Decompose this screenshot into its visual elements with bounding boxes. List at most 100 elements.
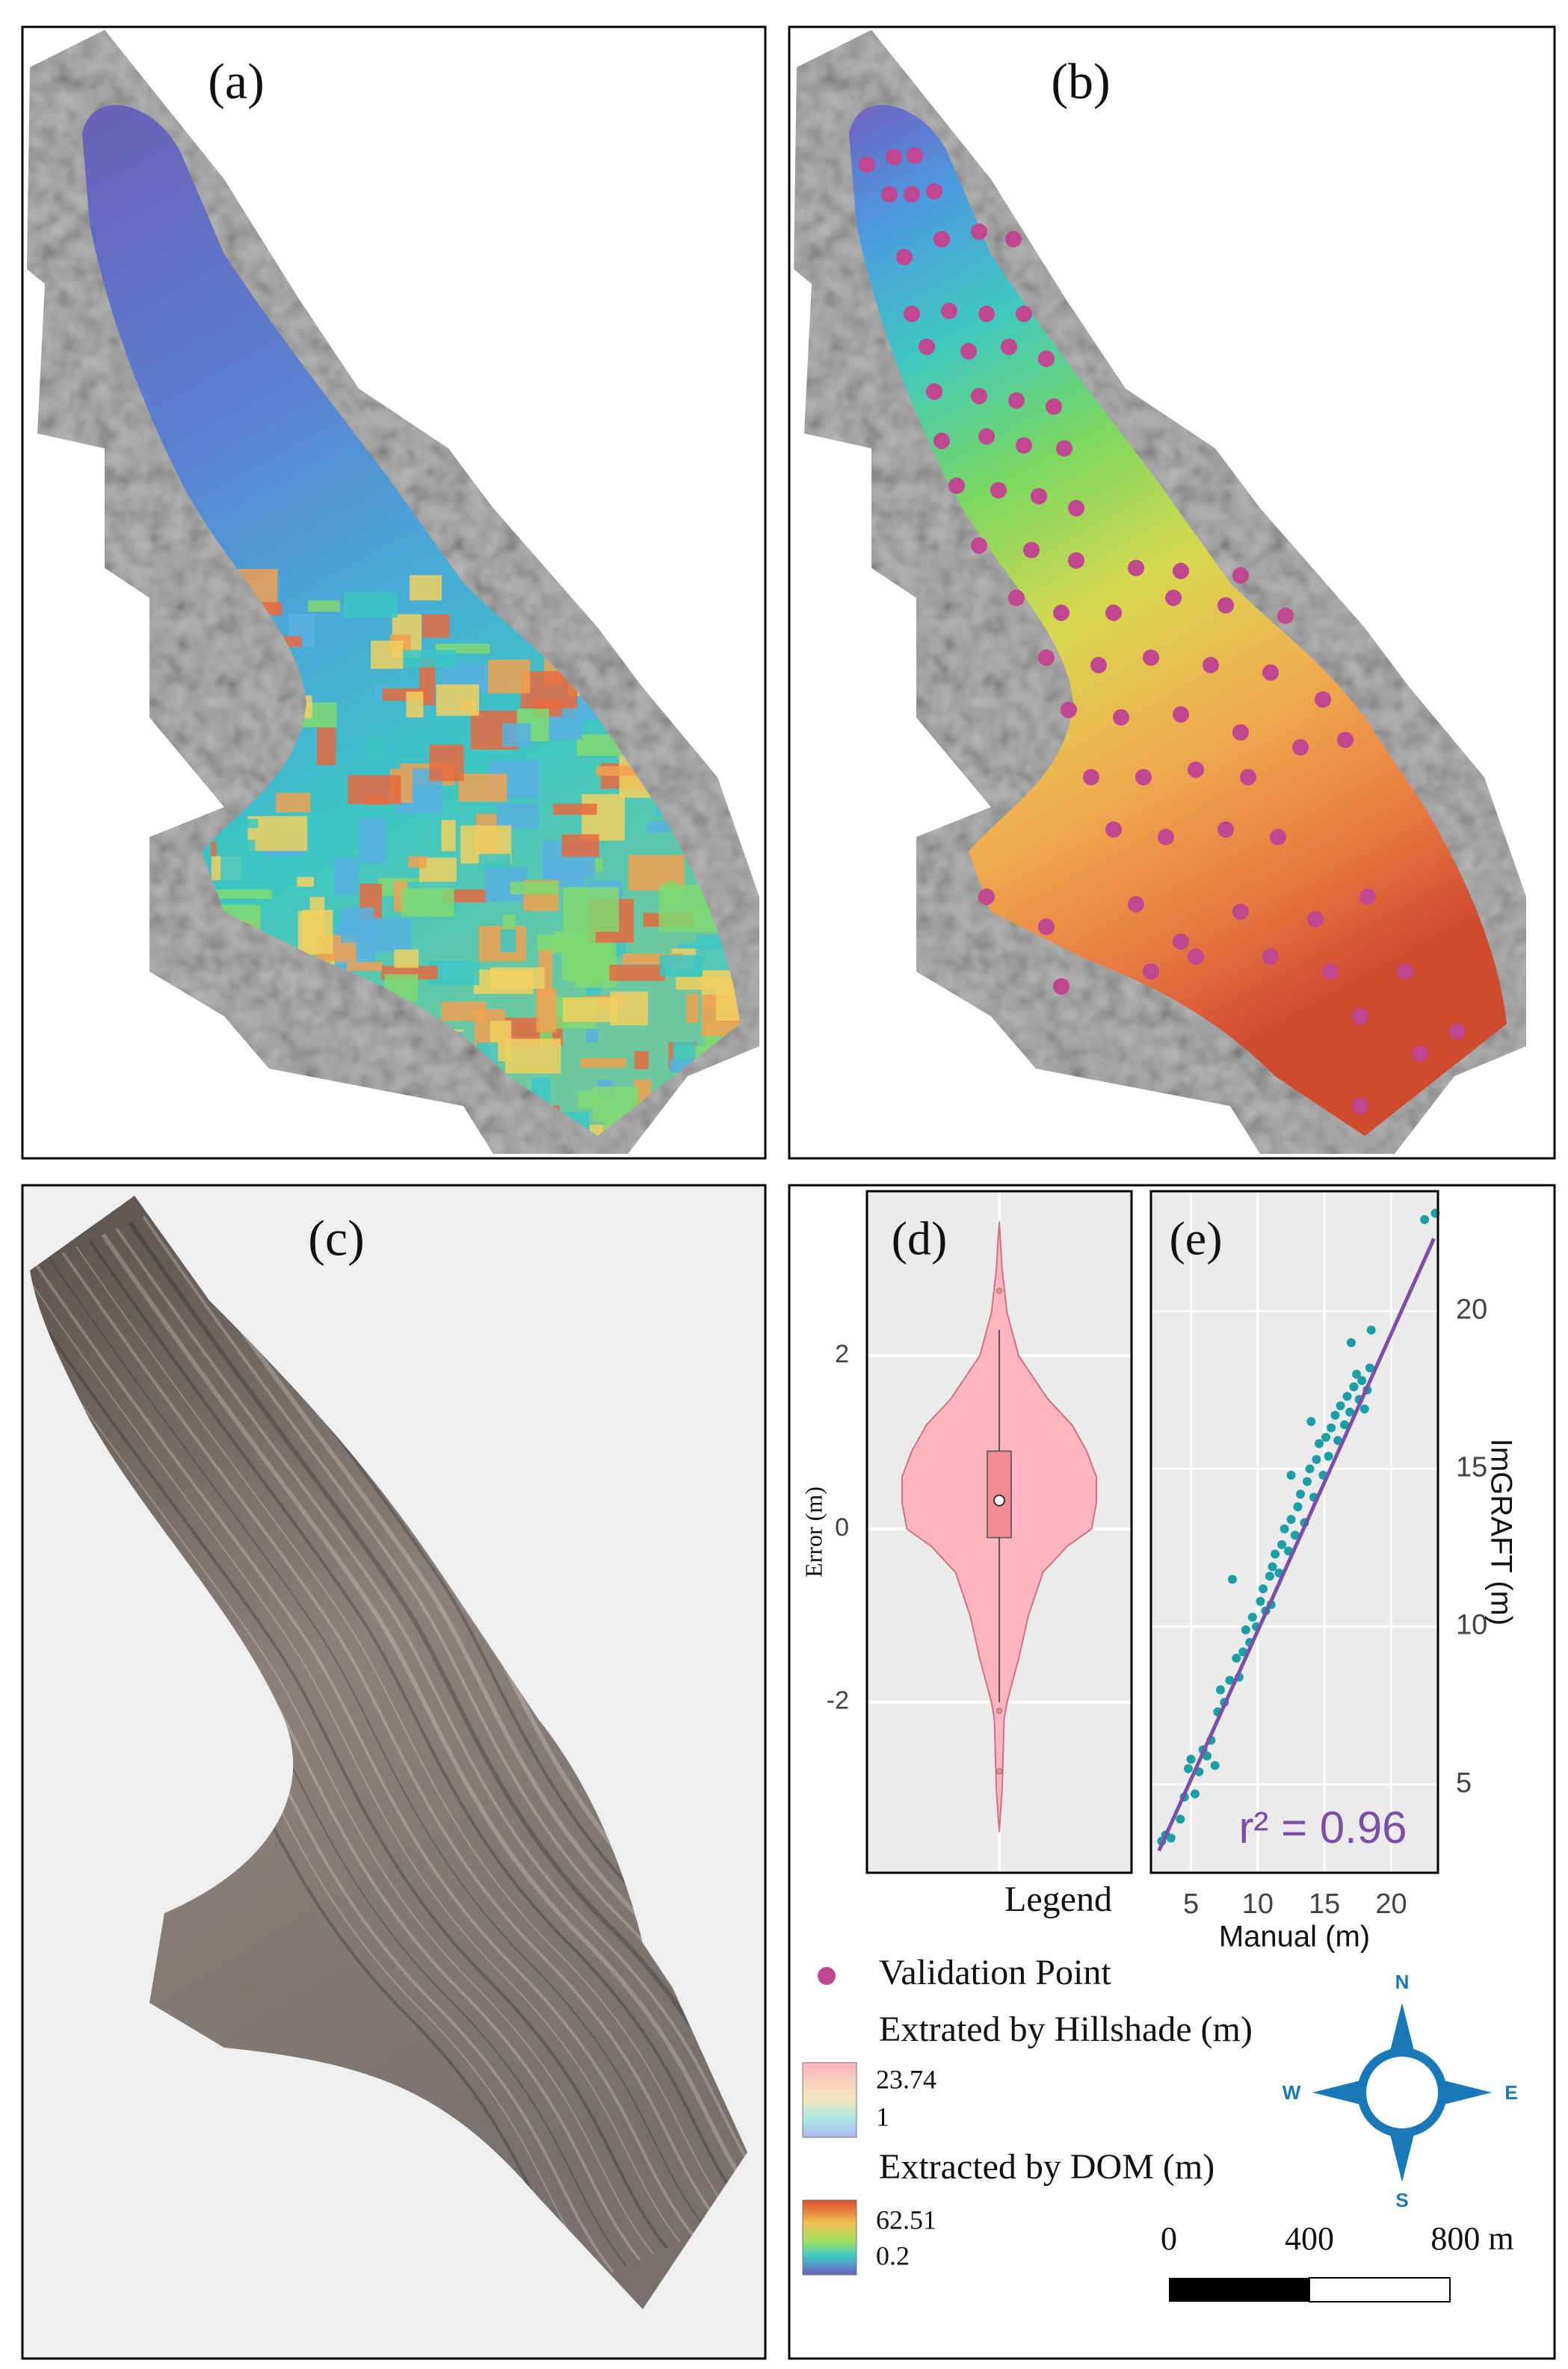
scale-label: 0	[1161, 2220, 1177, 2257]
validation-point	[904, 306, 920, 322]
validation-point	[1083, 769, 1099, 785]
outlier	[996, 1768, 1003, 1775]
validation-point	[990, 482, 1007, 498]
validation-point	[907, 147, 923, 164]
validation-point	[1061, 702, 1077, 718]
map-patch	[348, 775, 401, 804]
data-point	[1302, 1477, 1312, 1486]
legend-text: Extracted by DOM (m)	[879, 2147, 1214, 2187]
validation-point	[948, 478, 965, 494]
legend: Validation Point Extrated by Hillshade (…	[802, 1953, 1253, 2276]
flow-stripe	[30, 1270, 681, 2243]
legend-marker	[818, 1967, 836, 1985]
colorbar-label: 1	[876, 2101, 889, 2131]
data-point	[1265, 1572, 1274, 1581]
map-patch	[502, 723, 531, 747]
validation-point	[1173, 933, 1189, 950]
validation-point	[1412, 1045, 1428, 1062]
compass: N S W E	[1283, 1971, 1518, 2211]
map-patch	[646, 821, 670, 833]
data-point	[1365, 1363, 1374, 1373]
axis-label: Error (m)	[800, 1486, 827, 1578]
map-patch	[441, 1001, 487, 1022]
map-patch	[609, 965, 665, 981]
validation-point	[1217, 821, 1234, 838]
map-patch	[369, 918, 411, 952]
y-tick-label: 5	[1456, 1767, 1472, 1799]
map-patch	[580, 1057, 626, 1068]
data-point	[1306, 1417, 1316, 1427]
map-patch	[478, 853, 511, 869]
validation-point	[1005, 231, 1022, 247]
map-patch	[562, 997, 617, 1022]
y-tick-label: 15	[1456, 1452, 1487, 1483]
flow-stripe	[115, 1227, 747, 2202]
colorbar-label: 0.2	[876, 2240, 910, 2270]
median	[993, 1494, 1005, 1507]
panel-b: (b)	[788, 25, 1556, 1160]
validation-point	[1128, 560, 1144, 576]
validation-point	[1038, 918, 1055, 935]
data-point	[1286, 1515, 1296, 1525]
data-point	[1342, 1392, 1352, 1401]
colorbar	[802, 2062, 857, 2138]
data-point	[1277, 1539, 1287, 1549]
validation-point	[1203, 657, 1219, 673]
data-point	[1176, 1814, 1185, 1824]
data-point	[1184, 1764, 1194, 1773]
data-point	[1215, 1685, 1225, 1695]
validation-point	[1359, 889, 1376, 905]
data-point	[1305, 1464, 1315, 1474]
map-patch	[496, 803, 539, 829]
data-point	[1296, 1489, 1306, 1499]
compass-label: S	[1395, 2189, 1408, 2211]
data-point	[1312, 1454, 1321, 1464]
validation-point	[1188, 762, 1204, 778]
scale-bar: 0 400 800 m	[1161, 2220, 1514, 2302]
data-point	[1268, 1562, 1277, 1572]
map-patch	[340, 907, 374, 943]
map-patch	[502, 914, 516, 929]
map-patch	[422, 614, 450, 638]
data-point	[1232, 1653, 1241, 1663]
validation-point	[1068, 500, 1084, 516]
data-point	[1271, 1549, 1280, 1559]
validation-point	[1105, 605, 1122, 621]
map-patch	[458, 773, 507, 802]
data-point	[1293, 1502, 1303, 1512]
data-point	[1321, 1433, 1330, 1442]
map-patch	[676, 977, 726, 990]
validation-point	[1008, 392, 1025, 409]
map-patch	[441, 820, 456, 851]
compass-arrow	[1432, 2078, 1492, 2107]
plot-border	[1149, 1190, 1439, 1874]
validation-point	[1113, 709, 1129, 726]
map-patch	[371, 640, 404, 670]
validation-point	[1232, 567, 1249, 584]
validation-point	[1158, 829, 1174, 845]
validation-point	[1232, 904, 1249, 920]
validation-point	[1053, 605, 1069, 621]
map-patch	[510, 881, 558, 895]
validation-point	[1352, 1008, 1368, 1025]
scale-label: 400	[1285, 2220, 1334, 2257]
data-point	[1345, 1407, 1355, 1417]
compass-arrow	[1312, 2078, 1372, 2107]
validation-point	[971, 537, 987, 554]
data-point	[1357, 1376, 1367, 1386]
validation-point	[1232, 724, 1249, 741]
map-patch	[436, 684, 479, 716]
flow-stripe	[49, 1258, 708, 2231]
scale-label: 800 m	[1430, 2220, 1513, 2257]
colorbar-label: 23.74	[876, 2064, 936, 2094]
validation-point	[1173, 563, 1189, 579]
map-patch	[401, 888, 454, 917]
x-tick-label: 10	[1242, 1888, 1274, 1920]
data-point	[1324, 1451, 1333, 1461]
compass-label: W	[1283, 2081, 1301, 2104]
map-patch	[401, 649, 457, 668]
validation-point	[1046, 398, 1062, 415]
map-patch	[563, 887, 620, 932]
validation-point	[971, 223, 987, 240]
